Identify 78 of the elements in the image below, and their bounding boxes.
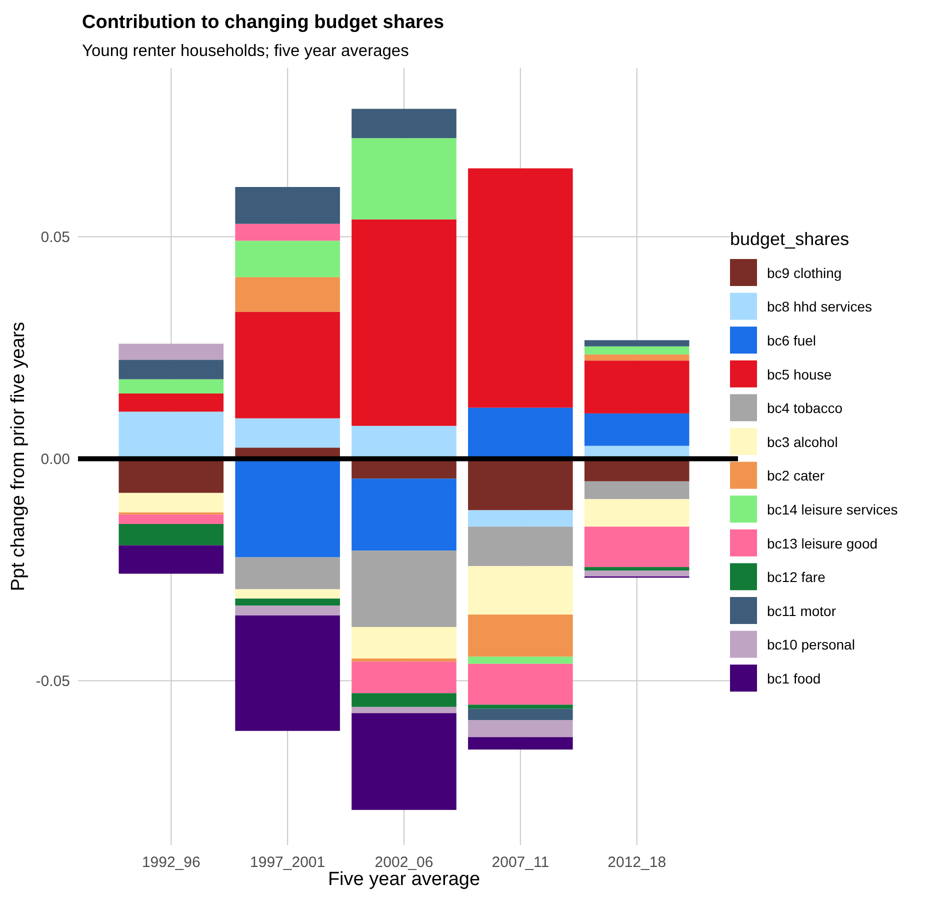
- bar: [468, 708, 573, 720]
- bar: [352, 626, 456, 659]
- bar: [468, 510, 573, 527]
- bar: [352, 662, 456, 694]
- bar: [118, 393, 224, 412]
- bar: [468, 526, 573, 566]
- x-tick-label: 2012_18: [608, 854, 666, 871]
- bar: [584, 570, 690, 576]
- bar: [352, 658, 456, 662]
- bar: [118, 545, 224, 574]
- bar: [584, 346, 690, 354]
- bar: [118, 344, 224, 360]
- x-tick-label: 1997_2001: [250, 854, 326, 871]
- bar: [352, 138, 456, 220]
- bar: [235, 589, 340, 599]
- bar: [468, 168, 573, 408]
- bar: [584, 499, 690, 527]
- legend-label: bc5 house: [767, 366, 832, 382]
- bar: [468, 656, 573, 664]
- chart-title: Contribution to changing budget shares: [82, 12, 444, 33]
- legend-label: bc11 motor: [767, 602, 836, 619]
- legend-label: bc4 tobacco: [767, 400, 843, 416]
- bar: [468, 737, 573, 750]
- legend-label: bc8 hhd services: [767, 298, 872, 315]
- bar: [468, 720, 573, 738]
- bar: [235, 418, 340, 448]
- legend-label: bc10 personal: [767, 636, 855, 653]
- bar: [235, 615, 340, 731]
- bar: [352, 713, 456, 810]
- bar: [584, 481, 690, 500]
- legend-title: budget_shares: [730, 229, 850, 249]
- legend-label: bc13 leisure good: [767, 535, 878, 552]
- bar: [118, 360, 224, 380]
- y-tick-label: -0.05: [36, 672, 70, 690]
- bar: [352, 693, 456, 707]
- legend-label: bc12 fare: [767, 569, 826, 586]
- bar: [584, 567, 690, 571]
- x-tick-label: 2007_11: [492, 854, 550, 871]
- y-axis-title: Ppt change from prior five years: [8, 322, 29, 592]
- bar: [118, 492, 224, 512]
- bar: [235, 224, 340, 241]
- bar: [352, 108, 456, 138]
- bar: [235, 598, 340, 606]
- legend-label: bc9 clothing: [767, 264, 842, 281]
- x-tick-label: 2002_06: [374, 854, 434, 871]
- legend-label: bc3 alcohol: [767, 434, 838, 450]
- bar: [352, 550, 456, 627]
- bar: [584, 526, 690, 568]
- legend-label: bc6 fuel: [767, 332, 816, 348]
- bar: [584, 360, 690, 414]
- bar: [118, 524, 224, 546]
- bar: [235, 186, 340, 224]
- legend-label: bc1 food: [767, 670, 821, 686]
- bar: [468, 704, 573, 709]
- bar: [118, 512, 224, 515]
- chart-subtitle: Young renter households; five year averages: [82, 42, 409, 60]
- bar: [235, 312, 340, 418]
- bar: [235, 606, 340, 616]
- bar: [468, 664, 573, 705]
- bar: [118, 379, 224, 394]
- y-tick-label: 0.00: [40, 450, 70, 468]
- bar: [235, 277, 340, 312]
- bar: [235, 240, 340, 278]
- bar: [118, 514, 224, 524]
- bar: [468, 566, 573, 615]
- bar: [352, 219, 456, 426]
- x-tick-label: 1992_96: [142, 854, 200, 871]
- legend-label: bc2 cater: [767, 468, 825, 484]
- bar: [352, 478, 456, 551]
- bar: [235, 557, 340, 590]
- bar: [584, 354, 690, 361]
- bar: [352, 706, 456, 714]
- bar: [584, 413, 690, 446]
- bar: [468, 614, 573, 657]
- legend-label: bc14 leisure services: [767, 502, 898, 518]
- y-tick-label: 0.05: [40, 228, 70, 246]
- x-axis-title: Five year average: [328, 869, 480, 890]
- bar: [584, 340, 690, 346]
